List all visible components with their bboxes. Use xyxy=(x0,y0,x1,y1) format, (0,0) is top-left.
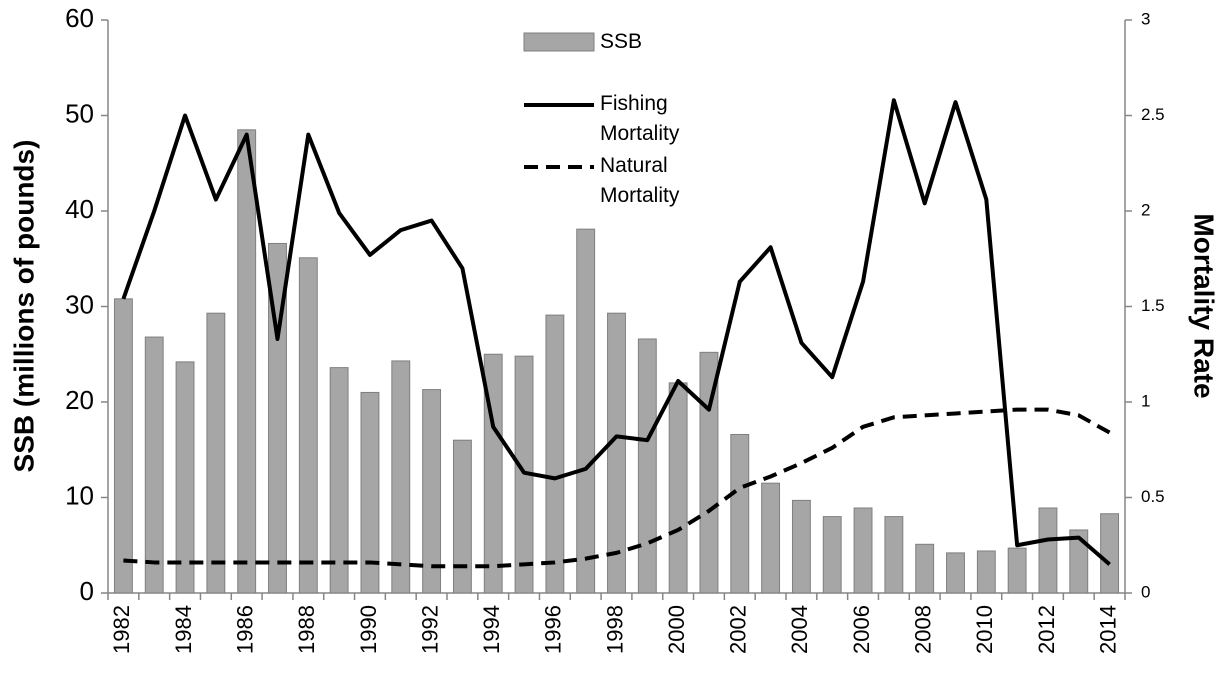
bar xyxy=(699,351,719,594)
x-tick-label: 1984 xyxy=(171,605,196,654)
bar xyxy=(298,257,318,594)
bar xyxy=(853,507,873,594)
x-tick-label: 1990 xyxy=(356,605,381,654)
bar xyxy=(545,314,565,594)
y-tick-label: 40 xyxy=(65,194,94,224)
x-tick-label: 2002 xyxy=(726,605,751,654)
bar xyxy=(237,129,257,594)
bar xyxy=(791,499,811,594)
y2-tick-label: 2.5 xyxy=(1141,105,1165,124)
legend-label: SSB xyxy=(600,30,643,53)
bar xyxy=(761,482,781,594)
bar xyxy=(144,336,164,594)
bar xyxy=(1100,513,1120,594)
x-tick-label: 2012 xyxy=(1034,605,1059,654)
legend-swatch xyxy=(523,32,595,52)
x-tick-label: 1994 xyxy=(479,605,504,654)
x-tick-label: 1992 xyxy=(417,605,442,654)
y-tick-label: 20 xyxy=(65,385,94,415)
bar xyxy=(946,552,965,594)
x-tick-label: 2008 xyxy=(910,605,935,654)
bar xyxy=(822,516,842,594)
y2-axis-title: Mortality Rate xyxy=(1189,213,1220,398)
x-tick-label: 2014 xyxy=(1095,605,1120,654)
x-tick-label: 1982 xyxy=(109,605,134,654)
bar xyxy=(730,433,750,594)
y-tick-label: 0 xyxy=(80,576,94,606)
y2-tick-label: 0.5 xyxy=(1141,487,1165,506)
bar xyxy=(884,516,904,594)
x-tick-label: 1986 xyxy=(232,605,257,654)
y-tick-label: 50 xyxy=(65,98,94,128)
bar xyxy=(452,439,472,594)
bar xyxy=(175,361,195,594)
y2-tick-label: 3 xyxy=(1141,9,1150,28)
bar xyxy=(1038,507,1058,594)
bar xyxy=(607,312,626,594)
line xyxy=(121,98,1111,566)
bar xyxy=(113,298,133,594)
bar xyxy=(576,228,596,594)
bar xyxy=(1007,547,1027,594)
legend-label: Fishing Mortality xyxy=(600,92,680,145)
x-tick-label: 1988 xyxy=(294,605,319,654)
bar xyxy=(360,391,380,594)
x-tick-label: 1996 xyxy=(541,605,566,654)
bar xyxy=(422,389,442,594)
legend-label: Natural Mortality xyxy=(600,154,680,207)
x-tick-label: 2004 xyxy=(787,605,812,654)
y-tick-label: 30 xyxy=(65,289,94,319)
y2-tick-label: 1.5 xyxy=(1141,296,1165,315)
y-tick-label: 10 xyxy=(65,480,94,510)
bar xyxy=(206,312,226,594)
bar xyxy=(668,382,688,594)
y2-tick-label: 1 xyxy=(1141,391,1150,410)
bar xyxy=(391,360,411,594)
y2-tick-label: 0 xyxy=(1141,582,1150,601)
bar xyxy=(976,550,996,594)
bar xyxy=(637,338,657,594)
bar xyxy=(915,543,935,594)
x-tick-label: 2000 xyxy=(664,605,689,654)
bar xyxy=(268,242,287,594)
bar xyxy=(1069,529,1089,594)
x-tick-label: 1998 xyxy=(602,605,627,654)
y-tick-label: 60 xyxy=(65,3,94,33)
y-axis-title: SSB (millions of pounds) xyxy=(8,140,39,473)
y2-tick-label: 2 xyxy=(1141,200,1150,219)
dashed-line xyxy=(123,407,1111,569)
bar xyxy=(329,367,349,594)
x-tick-label: 2006 xyxy=(849,605,874,654)
x-tick-label: 2010 xyxy=(972,605,997,654)
